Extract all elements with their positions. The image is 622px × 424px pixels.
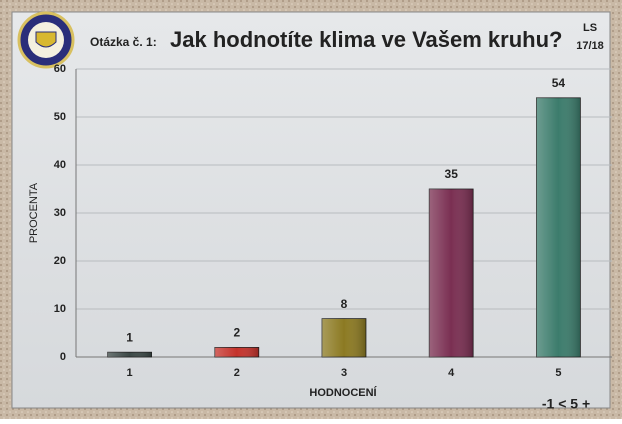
value-label: 1	[126, 330, 133, 344]
bar	[321, 318, 367, 358]
y-axis-label: PROCENTA	[28, 182, 40, 243]
x-tick-label: 2	[234, 367, 240, 379]
term: LS	[583, 22, 597, 34]
x-tick-label: 5	[555, 367, 561, 379]
y-tick-label: 30	[54, 207, 66, 219]
logo	[17, 11, 75, 69]
y-tick-label: 20	[54, 255, 66, 267]
y-tick-label: 60	[54, 63, 66, 75]
value-label: 54	[552, 76, 566, 90]
panel	[11, 11, 611, 409]
y-tick-label: 0	[60, 351, 66, 363]
x-tick-label: 1	[127, 367, 133, 379]
bar	[536, 97, 581, 358]
chart-title: Jak hodnotíte klima ve Vašem kruhu?	[170, 27, 562, 52]
title-prefix: Otázka č. 1:	[90, 35, 157, 49]
bar	[214, 346, 260, 358]
x-tick-label: 4	[448, 367, 455, 379]
value-label: 8	[341, 297, 348, 311]
value-label: 35	[445, 167, 459, 181]
value-label: 2	[233, 326, 240, 340]
bar	[428, 188, 474, 358]
y-tick-label: 50	[54, 111, 66, 123]
note: -1 < 5 +	[542, 396, 590, 412]
bar	[107, 351, 152, 358]
y-tick-label: 40	[54, 159, 66, 171]
term: 17/18	[576, 40, 604, 52]
x-axis-label: HODNOCENÍ	[309, 386, 377, 399]
x-tick-label: 3	[341, 367, 347, 379]
y-tick-label: 10	[54, 303, 66, 315]
